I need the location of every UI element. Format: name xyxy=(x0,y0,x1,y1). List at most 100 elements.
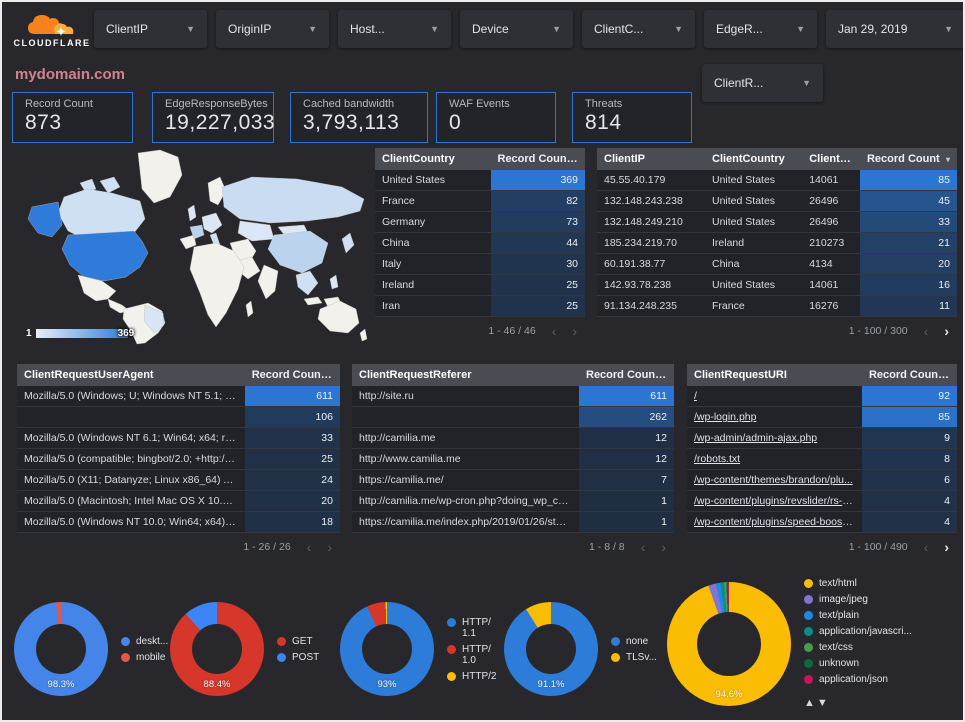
table-row[interactable]: /wp-admin/admin-ajax.php 9 xyxy=(687,428,957,449)
column-header[interactable]: Record Count ▾ xyxy=(497,153,581,165)
prev-page-icon[interactable]: ‹ xyxy=(640,538,646,555)
uri-link[interactable]: /wp-content/themes/brandon/plu... xyxy=(694,474,853,486)
uri-link[interactable]: /robots.txt xyxy=(694,453,741,465)
table-row[interactable]: / 92 xyxy=(687,386,957,407)
next-page-icon[interactable]: › xyxy=(944,538,949,555)
uri-link[interactable]: / xyxy=(694,390,697,402)
table-row[interactable]: Germany 73 xyxy=(375,212,585,233)
table-row[interactable]: Mozilla/5.0 (Windows; U; Windows NT 5.1;… xyxy=(17,386,340,407)
table-row[interactable]: France 82 xyxy=(375,191,585,212)
table-row[interactable]: 132.148.243.238 United States 26496 45 xyxy=(597,191,957,212)
table-row[interactable]: Ireland 25 xyxy=(375,275,585,296)
table-row[interactable]: http://site.ru 611 xyxy=(352,386,674,407)
table-row[interactable]: 185.234.219.70 Ireland 210273 21 xyxy=(597,233,957,254)
filter-clientip[interactable]: ClientIP ▼ xyxy=(94,10,207,48)
filter-edger[interactable]: EdgeR... ▼ xyxy=(704,10,817,48)
table-row[interactable]: /wp-content/plugins/speed-booste... 4 xyxy=(687,512,957,533)
table-cell: 85 xyxy=(859,170,957,190)
page-title: mydomain.com xyxy=(15,66,126,83)
table-row[interactable]: Mozilla/5.0 (X11; Datanyze; Linux x86_64… xyxy=(17,470,340,491)
filter-host[interactable]: Host... ▼ xyxy=(338,10,451,48)
table-row[interactable]: https://camilia.me/index.php/2019/01/26/… xyxy=(352,512,674,533)
filter-device[interactable]: Device ▼ xyxy=(460,10,573,48)
table-row[interactable]: http://www.camilia.me 12 xyxy=(352,449,674,470)
next-page-icon[interactable]: › xyxy=(661,538,666,555)
column-header[interactable]: ClientRequestUserAgent xyxy=(24,369,154,381)
table-row[interactable]: 142.93.78.238 United States 14061 16 xyxy=(597,275,957,296)
table-row[interactable]: 91.134.248.235 France 16276 11 xyxy=(597,296,957,317)
brand-name: CLOUDFLARE xyxy=(13,38,91,48)
column-header[interactable]: ClientRequestReferer xyxy=(359,369,472,381)
date-range-filter[interactable]: Jan 29, 2019 ▼ xyxy=(826,10,963,48)
filter-originip[interactable]: OriginIP ▼ xyxy=(216,10,329,48)
column-header[interactable]: ClientCountry xyxy=(382,153,455,165)
sort-indicator-icon: ▾ xyxy=(662,371,669,380)
http-version-donut: 93% HTTP/ 1.1 HTTP/ 1.0 HTTP/2 xyxy=(340,602,496,696)
table-row[interactable]: 106 xyxy=(17,407,340,428)
next-page-icon[interactable]: › xyxy=(944,322,949,339)
table-row[interactable]: 45.55.40.179 United States 14061 85 xyxy=(597,170,957,191)
uri-link[interactable]: /wp-login.php xyxy=(694,411,757,423)
table-row[interactable]: Mozilla/5.0 (Windows NT 6.1; Win64; x64;… xyxy=(17,428,340,449)
table-row[interactable]: http://camilia.me 12 xyxy=(352,428,674,449)
column-header[interactable]: ClientASN xyxy=(809,153,860,165)
content-type-donut-ring: 94.6% xyxy=(667,581,791,706)
table-cell: Mozilla/5.0 (compatible; bingbot/2.0; +h… xyxy=(24,453,244,465)
prev-page-icon[interactable]: ‹ xyxy=(306,538,312,555)
geo-map[interactable]: 1 369 xyxy=(12,147,372,347)
table-row[interactable]: /robots.txt 8 xyxy=(687,449,957,470)
legend-label: none xyxy=(626,635,649,647)
table-cell: Germany xyxy=(382,216,426,228)
filter-label: ClientIP xyxy=(106,22,149,36)
table-row[interactable]: 262 xyxy=(352,407,674,428)
table-row[interactable]: Mozilla/5.0 (compatible; bingbot/2.0; +h… xyxy=(17,449,340,470)
table-row[interactable]: /wp-content/themes/brandon/plu... 6 xyxy=(687,470,957,491)
table-row[interactable]: Iran 25 xyxy=(375,296,585,317)
table-row[interactable]: http://camilia.me/wp-cron.php?doing_wp_c… xyxy=(352,491,674,512)
column-header[interactable]: Record Count ▾ xyxy=(586,369,669,381)
legend-dot-icon xyxy=(277,652,286,662)
table-cell: Ireland xyxy=(382,279,415,291)
table-cell: 132.148.249.210 xyxy=(604,216,683,228)
legend-dot-icon xyxy=(804,659,813,668)
donut-percent-label: 93% xyxy=(377,679,397,690)
filter-clientc[interactable]: ClientC... ▼ xyxy=(582,10,695,48)
table-cell: https://camilia.me/ xyxy=(359,474,444,486)
filter-clientrequest[interactable]: ClientR... ▼ xyxy=(702,64,823,102)
prev-page-icon[interactable]: ‹ xyxy=(923,322,929,339)
table-row[interactable]: /wp-login.php 85 xyxy=(687,407,957,428)
table-row[interactable]: /wp-content/plugins/revslider/rs-p... 4 xyxy=(687,491,957,512)
column-header[interactable]: Record Count ▾ xyxy=(868,369,952,381)
scorecard-waf-events: WAF Events 0 xyxy=(436,92,556,143)
table-row[interactable]: https://camilia.me/7 xyxy=(352,470,674,491)
next-page-icon[interactable]: › xyxy=(572,322,577,339)
legend-scroll-arrows[interactable]: ▲▼ xyxy=(804,697,830,709)
http-method-donut: 88.4% GET POST xyxy=(170,602,319,696)
uri-link[interactable]: /wp-admin/admin-ajax.php xyxy=(694,432,818,444)
table-row[interactable]: 60.191.38.77 China 4134 20 xyxy=(597,254,957,275)
table-row[interactable]: Mozilla/5.0 (Windows NT 10.0; Win64; x64… xyxy=(17,512,340,533)
legend-dot-icon xyxy=(804,611,813,620)
prev-page-icon[interactable]: ‹ xyxy=(551,322,557,339)
table-row[interactable]: 132.148.249.210 United States 26496 33 xyxy=(597,212,957,233)
table-row[interactable]: China 44 xyxy=(375,233,585,254)
scorecard-label: Cached bandwidth xyxy=(303,98,395,110)
table-pagination: 1 - 100 / 490 ‹ › xyxy=(687,533,957,560)
uri-link[interactable]: /wp-content/plugins/speed-booste... xyxy=(694,516,860,528)
uri-link[interactable]: /wp-content/plugins/revslider/rs-p... xyxy=(694,495,857,507)
chevron-down-icon: ▼ xyxy=(186,24,195,34)
table-row[interactable]: Mozilla/5.0 (Macintosh; Intel Mac OS X 1… xyxy=(17,491,340,512)
column-header[interactable]: ClientIP xyxy=(604,153,645,165)
column-header[interactable]: Record Count ▾ xyxy=(866,153,950,165)
table-row[interactable]: United States 369 xyxy=(375,170,585,191)
table-header: ClientRequestReferer Record Count ▾ xyxy=(352,364,674,386)
next-page-icon[interactable]: › xyxy=(327,538,332,555)
column-header[interactable]: ClientRequestURI xyxy=(694,369,787,381)
table-cell: Mozilla/5.0 (Windows NT 10.0; Win64; x64… xyxy=(24,516,245,528)
prev-page-icon[interactable]: ‹ xyxy=(923,538,929,555)
column-header[interactable]: ClientCountry xyxy=(712,153,785,165)
table-cell: 73 xyxy=(490,212,585,232)
client-request-referer-table: ClientRequestReferer Record Count ▾ http:/… xyxy=(352,364,674,560)
column-header[interactable]: Record Count ▾ xyxy=(251,369,335,381)
table-row[interactable]: Italy 30 xyxy=(375,254,585,275)
